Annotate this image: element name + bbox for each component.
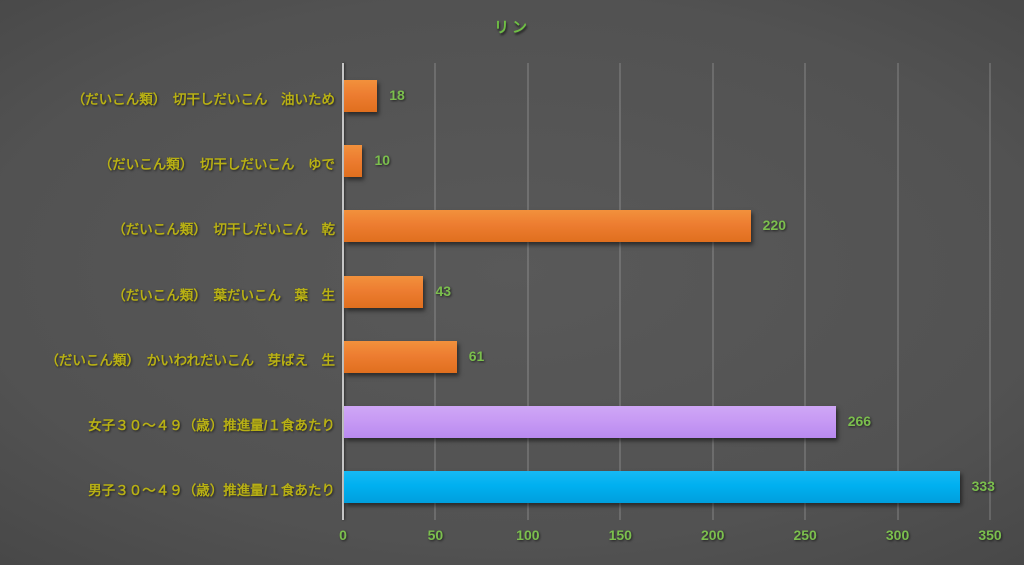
value-label: 333 [971,478,995,495]
chart-title: リン [493,19,530,36]
value-label: 18 [389,86,405,103]
gridline-x-50 [434,63,437,520]
gridline-x-100 [526,63,529,520]
value-label: 43 [435,282,452,299]
bar-0 [344,79,378,112]
x-tick-label: 200 [701,527,725,543]
value-label: 10 [374,151,391,168]
bar-3 [344,275,424,308]
gridline-x-350 [989,63,991,520]
x-tick-label: 250 [793,527,817,543]
value-label: 220 [762,217,787,234]
gridline-x-300 [896,63,899,520]
x-tick-label: 150 [608,527,632,543]
category-label: （だいこん類） かいわれだいこん 芽ばえ 生 [45,352,335,368]
category-label: （だいこん類） 葉だいこん 葉 生 [112,287,335,303]
bar-2 [344,210,751,243]
bar-4 [344,340,457,373]
y-axis-line [342,63,344,520]
category-label: （だいこん類） 切干しだいこん ゆで [98,156,335,172]
gridline-x-200 [711,63,714,520]
value-label: 61 [468,347,485,364]
x-tick-label: 300 [885,527,910,543]
category-label: （だいこん類） 切干しだいこん 乾 [112,222,335,238]
category-label: 女子３０～４９（歳）推進量/１食あたり [88,418,335,434]
bar-5 [344,406,836,439]
x-tick-label: 350 [978,527,1002,543]
category-label: 男子３０～４９（歳）推進量/１食あたり [88,483,335,499]
plot-area: 18 10 220 43 61 266 333 [342,63,995,520]
x-tick-label: 100 [516,527,540,543]
x-tick-label: 0 [339,527,347,543]
bar-1 [344,144,363,177]
gridline-x-250 [804,63,807,520]
x-tick-label: 50 [427,527,444,543]
gridline-x-150 [619,63,622,520]
value-label: 266 [847,413,872,430]
bar-6 [344,471,960,504]
category-label: （だいこん類） 切干しだいこん 油いため [71,91,335,107]
